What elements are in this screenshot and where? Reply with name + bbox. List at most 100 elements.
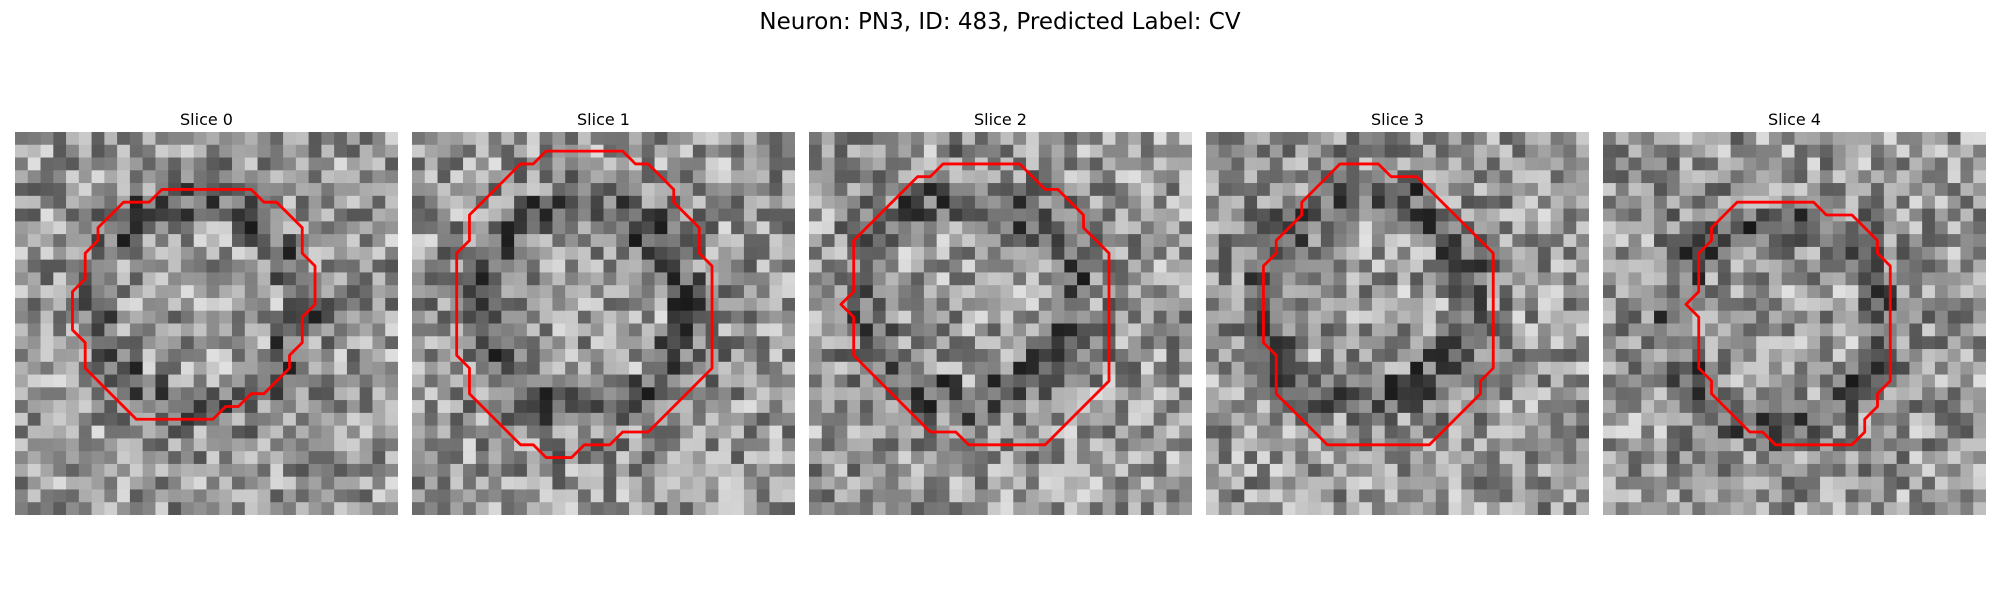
pixel-cell (1115, 234, 1129, 248)
pixel-cell (1743, 297, 1757, 311)
pixel-cell (1206, 361, 1220, 375)
pixel-cell (1934, 246, 1948, 260)
pixel-cell (1654, 272, 1668, 286)
pixel-cell (501, 246, 515, 260)
pixel-cell (180, 425, 194, 439)
pixel-cell (1179, 451, 1192, 465)
pixel-cell (321, 234, 335, 248)
pixel-cell (1934, 285, 1948, 299)
pixel-cell (104, 272, 118, 286)
pixel-cell (1461, 246, 1475, 260)
pixel-cell (283, 272, 297, 286)
pixel-cell (359, 412, 373, 426)
pixel-cell (475, 374, 489, 388)
pixel-cell (1179, 310, 1192, 324)
pixel-cell (872, 361, 886, 375)
pixel-cell (1320, 246, 1334, 260)
pixel-cell (1666, 361, 1680, 375)
pixel-cell (475, 208, 489, 222)
pixel-cell (308, 387, 322, 401)
pixel-cell (809, 349, 823, 363)
pixel-cell (91, 412, 105, 426)
pixel-cell (1807, 489, 1821, 503)
pixel-cell (936, 285, 950, 299)
pixel-cell (1179, 476, 1192, 490)
pixel-cell (1934, 234, 1948, 248)
pixel-cell (1244, 400, 1258, 414)
pixel-cell (1435, 285, 1449, 299)
pixel-cell (1320, 387, 1334, 401)
pixel-cell (756, 323, 770, 337)
pixel-cell (756, 349, 770, 363)
pixel-cell (1333, 246, 1347, 260)
pixel-cell (821, 285, 835, 299)
pixel-cell (1308, 451, 1322, 465)
pixel-cell (1512, 310, 1526, 324)
pixel-cell (1179, 400, 1192, 414)
pixel-cell (1359, 412, 1373, 426)
pixel-cell (1244, 234, 1258, 248)
pixel-cell (257, 361, 271, 375)
pixel-cell (718, 489, 732, 503)
pixel-cell (809, 425, 823, 439)
pixel-cell (1166, 259, 1180, 273)
pixel-cell (769, 323, 783, 337)
pixel-cell (1140, 208, 1154, 222)
pixel-cell (718, 285, 732, 299)
pixel-cell (1269, 451, 1283, 465)
pixel-cell (1282, 132, 1296, 146)
pixel-cell (834, 451, 848, 465)
pixel-cell (1909, 297, 1923, 311)
pixel-cell (987, 272, 1001, 286)
pixel-cell (1089, 489, 1103, 503)
pixel-cell (1832, 246, 1846, 260)
pixel-cell (66, 349, 80, 363)
pixel-cell (385, 285, 398, 299)
pixel-cell (1858, 400, 1872, 414)
pixel-cell (1730, 463, 1744, 477)
pixel-cell (334, 272, 348, 286)
pixel-cell (1550, 195, 1564, 209)
pixel-cell (1832, 502, 1846, 515)
pixel-cell (769, 451, 783, 465)
pixel-cell (1666, 183, 1680, 197)
pixel-cell (1410, 349, 1424, 363)
pixel-cell (949, 183, 963, 197)
pixel-cell (1486, 412, 1500, 426)
pixel-cell (872, 157, 886, 171)
pixel-cell (1474, 310, 1488, 324)
pixel-cell (603, 170, 617, 184)
pixel-cell (1499, 272, 1513, 286)
pixel-cell (1026, 412, 1040, 426)
pixel-cell (1179, 132, 1192, 146)
pixel-cell (1615, 336, 1629, 350)
pixel-cell (1654, 425, 1668, 439)
pixel-cell (1448, 387, 1462, 401)
pixel-cell (834, 361, 848, 375)
pixel-cell (1947, 170, 1961, 184)
pixel-cell (1461, 412, 1475, 426)
pixel-cell (206, 234, 220, 248)
pixel-cell (1423, 349, 1437, 363)
pixel-cell (1845, 323, 1859, 337)
pixel-cell (1845, 463, 1859, 477)
pixel-cell (1231, 221, 1245, 235)
pixel-cell (898, 297, 912, 311)
pixel-cell (1359, 374, 1373, 388)
pixel-cell (1679, 476, 1693, 490)
pixel-cell (1026, 221, 1040, 235)
pixel-cell (1934, 502, 1948, 515)
pixel-cell (834, 285, 848, 299)
pixel-cell (692, 361, 706, 375)
pixel-cell (346, 400, 360, 414)
pixel-cell (885, 336, 899, 350)
pixel-cell (603, 425, 617, 439)
pixel-cell (334, 285, 348, 299)
pixel-cell (1064, 259, 1078, 273)
pixel-cell (1282, 310, 1296, 324)
pixel-cell (244, 425, 258, 439)
pixel-cell (66, 272, 80, 286)
pixel-cell (257, 157, 271, 171)
pixel-cell (692, 412, 706, 426)
pixel-cell (1013, 451, 1027, 465)
